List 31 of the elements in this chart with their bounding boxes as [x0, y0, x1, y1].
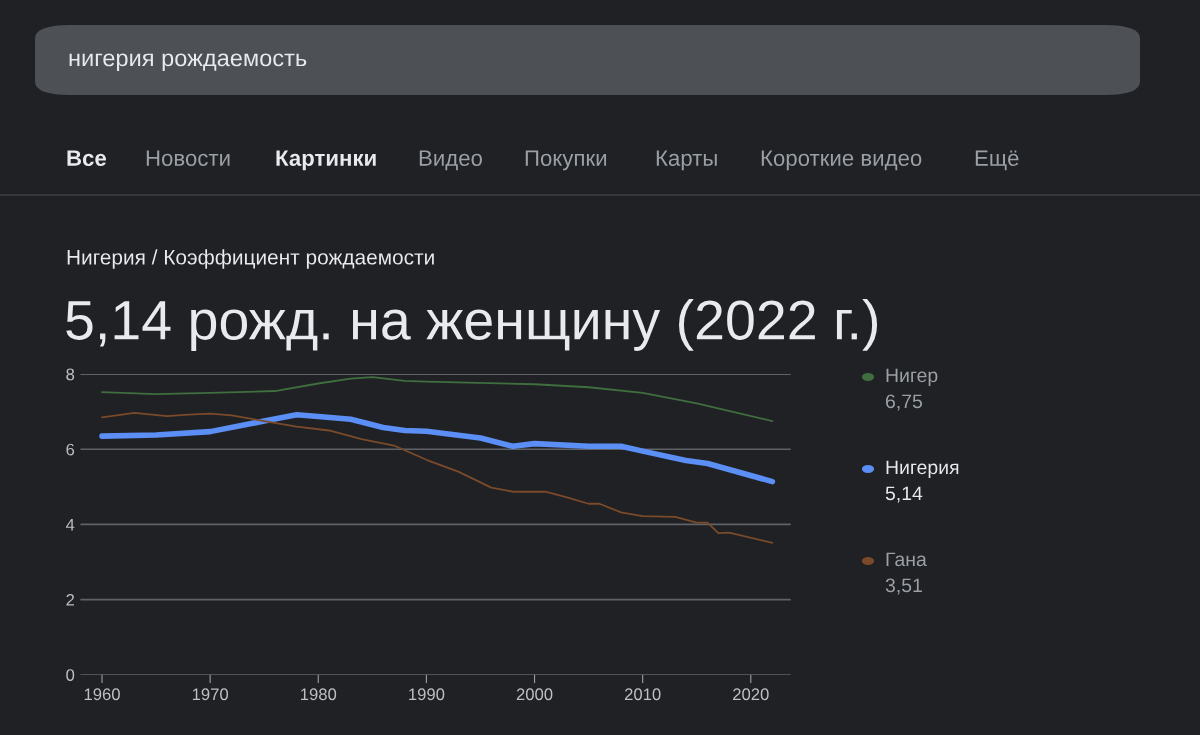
text: Новости	[146, 150, 230, 166]
y-tick-label: 2	[66, 593, 75, 606]
legend-label: Гана	[886, 552, 927, 567]
text: 3,51	[885, 578, 922, 595]
text: Короткие видео	[761, 150, 922, 171]
text: Ещё	[975, 150, 1019, 171]
text: Карты	[656, 150, 717, 171]
line-series	[101, 411, 774, 544]
text: Покупки	[525, 150, 607, 171]
text: Все	[67, 150, 107, 166]
x-tick-label: 1980	[301, 688, 337, 701]
chart-subtitle: Нигерия / Коэффициент рождаемости	[67, 249, 434, 269]
text: Картинки	[276, 150, 376, 171]
text: 6,75	[885, 394, 923, 411]
x-tick-label: 2020	[733, 688, 769, 701]
text: 5,14	[885, 486, 923, 503]
legend-label: Нигер	[886, 368, 938, 387]
x-tick-label: 1990	[409, 688, 445, 701]
x-tick-label: 1960	[84, 688, 120, 701]
y-tick-label: 4	[65, 519, 75, 531]
x-tick-label: 1970	[192, 688, 229, 701]
y-tick-label: 0	[66, 669, 75, 681]
chart-title: 5,14 рожд. на женщину (2022 г.)	[66, 299, 878, 351]
line-series	[101, 376, 774, 422]
y-tick-label: 6	[66, 443, 75, 456]
y-tick-label: 8	[66, 368, 75, 381]
text: Видео	[419, 150, 482, 171]
x-tick-label: 2000	[516, 688, 553, 701]
legend-label: Нигерия	[886, 460, 959, 479]
x-tick-label: 2010	[624, 688, 661, 701]
text: нигерия рождаемость	[69, 53, 307, 71]
